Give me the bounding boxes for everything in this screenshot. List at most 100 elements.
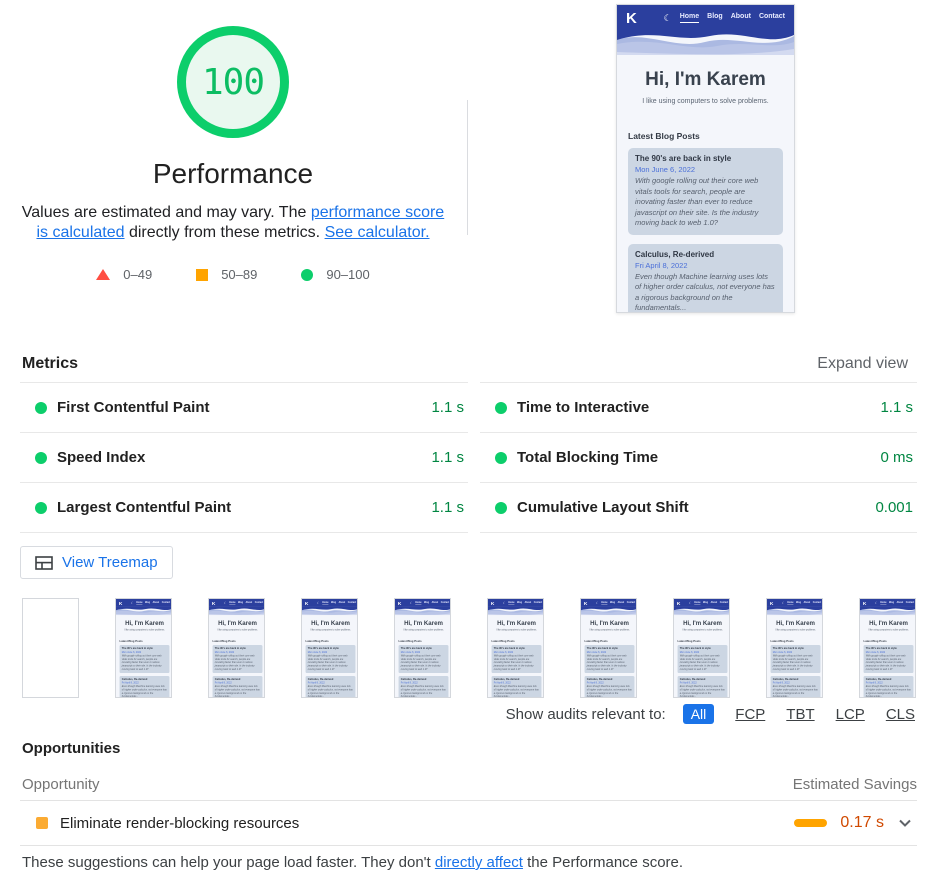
site-logo: K — [862, 600, 867, 607]
metric-row[interactable]: Cumulative Layout Shift 0.001 — [480, 482, 917, 532]
preview-post-title: The 90's are back in style — [679, 646, 711, 650]
view-treemap-button[interactable]: View Treemap — [20, 546, 173, 579]
metric-name: Speed Index — [57, 449, 146, 466]
directly-affect-link[interactable]: directly affect — [434, 854, 523, 871]
opportunity-row[interactable]: Eliminate render-blocking resources 0.17 … — [20, 801, 917, 846]
audit-filter: Show audits relevant to: All FCP TBT LCP CLS — [506, 704, 915, 724]
metric-row[interactable]: Time to Interactive 1.1 s — [480, 382, 917, 432]
preview-header: K ☾ Home Blog About Contact — [116, 599, 171, 607]
preview-nav-contact: Contact — [254, 601, 264, 604]
audit-filter-label: Show audits relevant to: — [505, 705, 666, 723]
preview-blog-section-title: Latest Blog Posts — [305, 639, 329, 643]
preview-post-excerpt: Even though Machine learning uses lots o… — [679, 684, 725, 698]
dark-mode-moon-icon: ☾ — [663, 12, 672, 23]
preview-post-excerpt: With google rolling out their core web v… — [635, 176, 759, 227]
preview-post-title: Calculus, Re-derived — [214, 677, 241, 681]
preview-blog-card: The 90's are back in style Mon June 6, 20… — [212, 645, 263, 673]
savings-column-header: Estimated Savings — [792, 776, 917, 793]
circle-icon — [301, 268, 314, 281]
dark-mode-moon-icon: ☾ — [875, 601, 878, 605]
preview-nav-about: About — [431, 601, 439, 604]
site-logo: K — [676, 600, 681, 607]
preview-blog-posts: The 90's are back in style Mon June 6, 20… — [395, 645, 450, 697]
preview-nav-about: About — [152, 601, 160, 604]
preview-blog-card: Calculus, Re-derived Fri April 8, 2022 Eve… — [863, 675, 914, 698]
preview-nav-contact: Contact — [161, 601, 171, 604]
preview-heading: Hi, I'm Karem — [218, 619, 257, 627]
filmstrip-frame: K ☾ Home Blog About Contact Hi, I'm Karem I… — [115, 598, 172, 698]
preview-heading: Hi, I'm Karem — [311, 619, 350, 627]
preview-header: K ☾ Home Blog About Contact — [674, 599, 729, 607]
preview-blog-section-title: Latest Blog Posts — [398, 639, 422, 643]
chevron-down-icon[interactable] — [899, 819, 911, 827]
preview-post-title: The 90's are back in style — [772, 646, 804, 650]
audit-chip-fcp[interactable]: FCP — [735, 705, 766, 723]
preview-nav-about: About — [617, 601, 625, 604]
expand-view-button[interactable]: Expand view — [817, 355, 908, 372]
savings-value: 0.17 s — [840, 814, 884, 831]
preview-post-excerpt: Even though Machine learning uses lots o… — [121, 684, 167, 698]
preview-post-title: Calculus, Re-derived — [635, 249, 715, 259]
preview-post-excerpt: Even though Machine learning uses lots o… — [586, 684, 632, 698]
preview-header: K ☾ Home Blog About Contact — [617, 5, 794, 28]
header-wave-decoration — [395, 606, 450, 616]
see-calculator-link[interactable]: See calculator. — [324, 224, 430, 241]
page-preview: K ☾ Home Blog About Contact Hi, I'm Karem I… — [209, 599, 264, 697]
audit-chip-cls[interactable]: CLS — [885, 705, 915, 723]
preview-nav-items: Home Blog About Contact — [508, 602, 542, 605]
audit-chip-tbt[interactable]: TBT — [786, 705, 815, 723]
preview-nav-about: About — [896, 601, 904, 604]
audit-chip-lcp[interactable]: LCP — [835, 705, 865, 723]
dark-mode-moon-icon: ☾ — [689, 601, 692, 605]
score-calc-link[interactable]: performance score is calculated — [36, 204, 445, 241]
metric-name: Total Blocking Time — [517, 449, 659, 466]
preview-post-title: Calculus, Re-derived — [772, 677, 799, 681]
preview-header: K ☾ Home Blog About Contact — [209, 599, 264, 607]
preview-post-excerpt: With google rolling out their core web v… — [307, 654, 348, 671]
preview-heading: Hi, I'm Karem — [776, 619, 815, 627]
metric-row[interactable]: Total Blocking Time 0 ms — [480, 432, 917, 482]
page-preview: K ☾ Home Blog About Contact Hi, I'm Karem I… — [617, 5, 794, 312]
preview-nav-about: About — [730, 13, 751, 20]
square-icon — [196, 268, 209, 281]
preview-blog-section-title: Latest Blog Posts — [584, 639, 608, 643]
preview-blog-posts: The 90's are back in style Mon June 6, 20… — [617, 148, 794, 312]
preview-nav-items: Home Blog About Contact — [415, 602, 449, 605]
audit-chip-all[interactable]: All — [682, 704, 715, 724]
metric-row[interactable]: First Contentful Paint 1.1 s — [20, 382, 468, 432]
preview-tagline: I like using computers to solve problems… — [403, 628, 444, 632]
preview-tagline: I like using computers to solve problems… — [217, 628, 258, 632]
legend-item-triangle: 0–49 — [96, 267, 152, 282]
preview-heading: Hi, I'm Karem — [497, 619, 536, 627]
preview-tagline: I like using computers to solve problems… — [868, 628, 909, 632]
preview-nav: ☾ Home Blog About Contact — [224, 602, 263, 605]
preview-blog-card: Calculus, Re-derived Fri April 8, 2022 Eve… — [770, 675, 821, 697]
preview-post-excerpt: Even though Machine learning uses lots o… — [865, 684, 911, 698]
summary-divider — [467, 100, 468, 235]
preview-nav-blog: Blog — [889, 601, 895, 604]
page-preview: K ☾ Home Blog About Contact Hi, I'm Karem I… — [302, 599, 357, 697]
savings-bar — [794, 819, 828, 827]
preview-post-excerpt: With google rolling out their core web v… — [586, 654, 627, 671]
preview-hero: Hi, I'm Karem I like using computers to … — [488, 619, 543, 632]
page-preview: K ☾ Home Blog About Contact Hi, I'm Karem I… — [581, 599, 636, 698]
preview-blog-card: The 90's are back in style Mon June 6, 20… — [863, 645, 914, 673]
preview-blog-posts: The 90's are back in style Mon June 6, 20… — [302, 645, 357, 697]
metric-row[interactable]: Speed Index 1.1 s — [20, 432, 468, 482]
preview-nav-home: Home — [415, 601, 422, 605]
preview-hero: Hi, I'm Karem I like using computers to … — [395, 620, 450, 632]
preview-nav-items: Home Blog About Contact — [136, 602, 170, 605]
preview-nav-about: About — [524, 601, 532, 604]
site-logo: K — [490, 600, 495, 607]
metric-row[interactable]: Largest Contentful Paint 1.1 s — [20, 482, 468, 532]
preview-nav-items: Home Blog About Contact — [229, 602, 263, 605]
preview-post-title: Calculus, Re-derived — [865, 677, 892, 681]
site-logo: K — [118, 600, 123, 607]
metrics-column-left: First Contentful Paint 1.1 s Speed Index 1.… — [20, 382, 468, 533]
score-gauge[interactable]: 100 — [177, 26, 289, 138]
preview-nav-contact: Contact — [758, 13, 785, 20]
page-preview: K ☾ Home Blog About Contact Hi, I'm Karem I… — [488, 599, 543, 697]
filmstrip-frame: K ☾ Home Blog About Contact Hi, I'm Karem I… — [580, 598, 637, 698]
preview-post-excerpt: With google rolling out their core web v… — [772, 654, 813, 671]
preview-post-title: Calculus, Re-derived — [400, 677, 427, 681]
